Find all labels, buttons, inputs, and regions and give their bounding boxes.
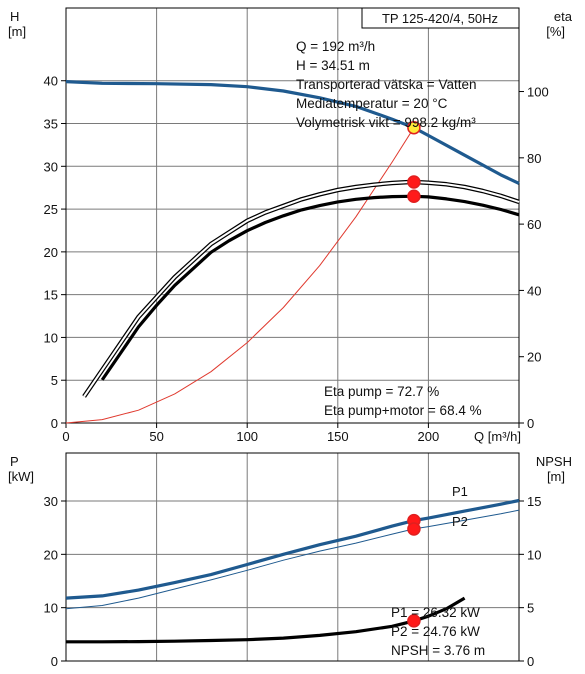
x-tick-label: 200 bbox=[418, 429, 440, 444]
series-line-1-4 bbox=[100, 194, 520, 381]
y-tick-label-left: 30 bbox=[44, 159, 58, 174]
y-tick-label-right: 40 bbox=[527, 283, 541, 298]
y-tick-label-right: 60 bbox=[527, 217, 541, 232]
plot-frame bbox=[65, 452, 520, 662]
series-line-p2 bbox=[65, 509, 520, 610]
y-tick-label-left: 15 bbox=[44, 288, 58, 303]
y-tick-label-left: 5 bbox=[51, 373, 58, 388]
result-line: NPSH = 3.76 m bbox=[391, 643, 485, 658]
y-tick-label-left: 35 bbox=[44, 117, 58, 132]
y-axis-unit-left: [kW] bbox=[8, 469, 34, 484]
y-axis-label-left: P bbox=[10, 454, 19, 469]
chart-title: TP 125-420/4, 50Hz bbox=[382, 11, 498, 26]
result-line: P2 = 24.76 kW bbox=[391, 624, 480, 639]
y-tick-label-left: 30 bbox=[44, 494, 58, 509]
x-tick-label: 100 bbox=[236, 429, 258, 444]
series-label-p2: P2 bbox=[452, 514, 468, 529]
duty-point-marker bbox=[407, 189, 421, 204]
y-tick-label-right: 20 bbox=[527, 350, 541, 365]
y-tick-label-left: 40 bbox=[44, 74, 58, 89]
y-axis-unit-left: [m] bbox=[8, 24, 26, 39]
info-line: Q = 192 m³/h bbox=[296, 39, 375, 54]
y-tick-label-right: 80 bbox=[527, 151, 541, 166]
y-tick-label-left: 10 bbox=[44, 330, 58, 345]
y-tick-label-left: 0 bbox=[51, 654, 58, 669]
y-tick-label-left: 20 bbox=[44, 547, 58, 562]
series-line-1-1 bbox=[65, 80, 520, 185]
x-axis-label: Q [m³/h] bbox=[474, 429, 521, 444]
chart-panel-2: 0 10 20 30 0 5 10 15 P[kW] NPSH[m] P1 = 26.32 kW P2… bbox=[8, 452, 572, 669]
y-tick-label-right: 5 bbox=[527, 601, 534, 616]
y-tick-label-left: 0 bbox=[51, 416, 58, 431]
chart-title-box bbox=[361, 7, 520, 29]
duty-point-marker bbox=[407, 175, 421, 189]
x-tick-label: 150 bbox=[327, 429, 349, 444]
y-tick-label-left: 10 bbox=[44, 601, 58, 616]
plot-frame bbox=[65, 7, 520, 424]
y-tick-label-right: 0 bbox=[527, 654, 534, 669]
y-tick-label-right: 10 bbox=[527, 547, 541, 562]
y-axis-label-right: eta bbox=[554, 9, 573, 24]
y-tick-label-left: 20 bbox=[44, 245, 58, 260]
series-line-2-3 bbox=[66, 596, 466, 644]
y-axis-unit-right: [%] bbox=[546, 24, 565, 39]
info-line: Transporterad vätska = Vatten bbox=[296, 77, 476, 92]
x-tick-label: 50 bbox=[149, 429, 163, 444]
y-tick-label-right: 0 bbox=[527, 416, 534, 431]
y-axis-label-right: NPSH bbox=[536, 454, 572, 469]
series-line-1-3-outer bbox=[82, 179, 520, 398]
series-line-1-2 bbox=[65, 127, 415, 424]
info-line: Volymetrisk vikt = 998.2 kg/m³ bbox=[296, 115, 476, 130]
y-tick-label-left: 25 bbox=[44, 202, 58, 217]
efficiency-line: Eta pump+motor = 68.4 % bbox=[324, 403, 482, 418]
efficiency-line: Eta pump = 72.7 % bbox=[324, 384, 439, 399]
y-axis-label-left: H bbox=[10, 9, 19, 24]
duty-point-marker bbox=[407, 614, 421, 628]
y-tick-label-right: 15 bbox=[527, 494, 541, 509]
series-label-p1: P1 bbox=[452, 484, 468, 499]
series-line-1-3-inner bbox=[83, 181, 520, 398]
info-line: H = 34.51 m bbox=[296, 58, 370, 73]
x-tick-label: 0 bbox=[62, 429, 69, 444]
y-axis-unit-right: [m] bbox=[547, 469, 565, 484]
duty-point-marker bbox=[407, 120, 421, 135]
info-line: Mediatemperatur = 20 °C bbox=[296, 96, 448, 111]
duty-point-marker bbox=[407, 522, 421, 536]
result-line: P1 = 26.32 kW bbox=[391, 605, 480, 620]
y-tick-label-right: 100 bbox=[527, 85, 549, 100]
chart-panel-1: 0 5 10 15 20 25 30 35 40 0 20 40 60 80 100 0 50 100 150 200… bbox=[8, 7, 573, 444]
series-line-p1 bbox=[65, 498, 520, 600]
